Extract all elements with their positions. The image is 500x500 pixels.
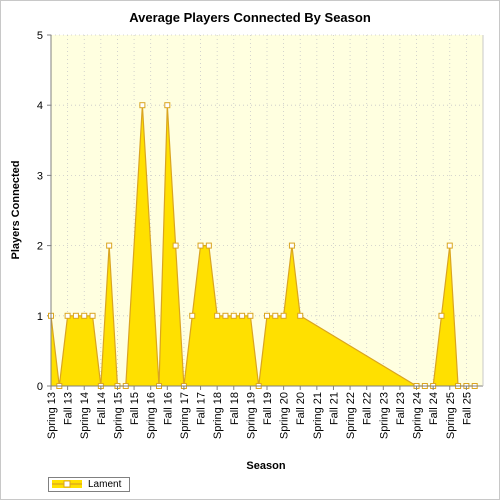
data-point — [446, 242, 453, 249]
data-point — [280, 312, 287, 319]
data-point — [89, 312, 96, 319]
data-point — [222, 312, 229, 319]
x-tick-label: Spring 16 — [146, 392, 158, 439]
y-tick-label: 2 — [37, 241, 43, 253]
x-tick-label: Spring 20 — [279, 392, 291, 439]
chart-title: Average Players Connected By Season — [129, 10, 371, 25]
data-point — [172, 242, 179, 249]
x-tick-label: Spring 15 — [112, 392, 124, 439]
x-tick-label: Fall 13 — [63, 392, 75, 425]
data-point — [272, 312, 279, 319]
x-tick-label: Fall 17 — [196, 392, 208, 425]
data-point — [72, 312, 79, 319]
x-tick-label: Fall 16 — [162, 392, 174, 425]
x-tick-label: Fall 23 — [395, 392, 407, 425]
x-tick-label: Fall 15 — [129, 392, 141, 425]
data-point — [288, 242, 295, 249]
x-tick-label: Spring 17 — [179, 392, 191, 439]
x-tick-label: Fall 25 — [461, 392, 473, 425]
x-tick-label: Fall 24 — [428, 392, 440, 425]
plot-area: 0 1 2 3 4 5 Spring 13 Fall 13 Spring 14 Fall 14 Sp… — [37, 30, 484, 439]
y-tick-label: 0 — [37, 381, 43, 393]
x-tick-label: Fall 19 — [262, 392, 274, 425]
y-tick-label: 4 — [37, 100, 43, 112]
data-point — [64, 312, 71, 319]
data-point — [139, 102, 146, 109]
x-tick-label: Spring 14 — [79, 392, 91, 439]
data-point — [438, 312, 445, 319]
x-tick-label: Spring 19 — [245, 392, 257, 439]
x-tick-label: Fall 18 — [229, 392, 241, 425]
data-point — [214, 312, 221, 319]
data-point — [189, 312, 196, 319]
series-area-lament — [51, 105, 475, 386]
data-point — [197, 242, 204, 249]
x-tick-label: Spring 25 — [445, 392, 457, 439]
data-point — [247, 312, 254, 319]
data-point — [81, 312, 88, 319]
y-tick-label: 1 — [37, 311, 43, 323]
legend-label-lament: Lament — [88, 479, 122, 490]
legend: Lament — [48, 477, 130, 492]
x-tick-label: Spring 23 — [378, 392, 390, 439]
data-point — [230, 312, 237, 319]
data-point — [164, 102, 171, 109]
x-tick-label: Fall 21 — [328, 392, 340, 425]
x-tick-label: Spring 21 — [312, 392, 324, 439]
data-point — [205, 242, 212, 249]
x-tick-label: Spring 18 — [212, 392, 224, 439]
x-axis-label: Season — [246, 460, 285, 472]
x-tick-label: Fall 22 — [362, 392, 374, 425]
x-tick-label: Spring 13 — [46, 392, 58, 439]
legend-swatch — [52, 480, 82, 488]
y-tick-label: 3 — [37, 170, 43, 182]
y-axis-label: Players Connected — [10, 160, 22, 259]
data-point — [106, 242, 113, 249]
y-tick-label: 5 — [37, 30, 43, 42]
x-tick-label: Spring 22 — [345, 392, 357, 439]
x-tick-label: Fall 20 — [295, 392, 307, 425]
data-point — [297, 312, 304, 319]
data-point — [264, 312, 270, 319]
x-tick-label: Spring 24 — [412, 392, 424, 439]
x-tick-label: Fall 14 — [96, 392, 108, 425]
data-point — [239, 312, 246, 319]
